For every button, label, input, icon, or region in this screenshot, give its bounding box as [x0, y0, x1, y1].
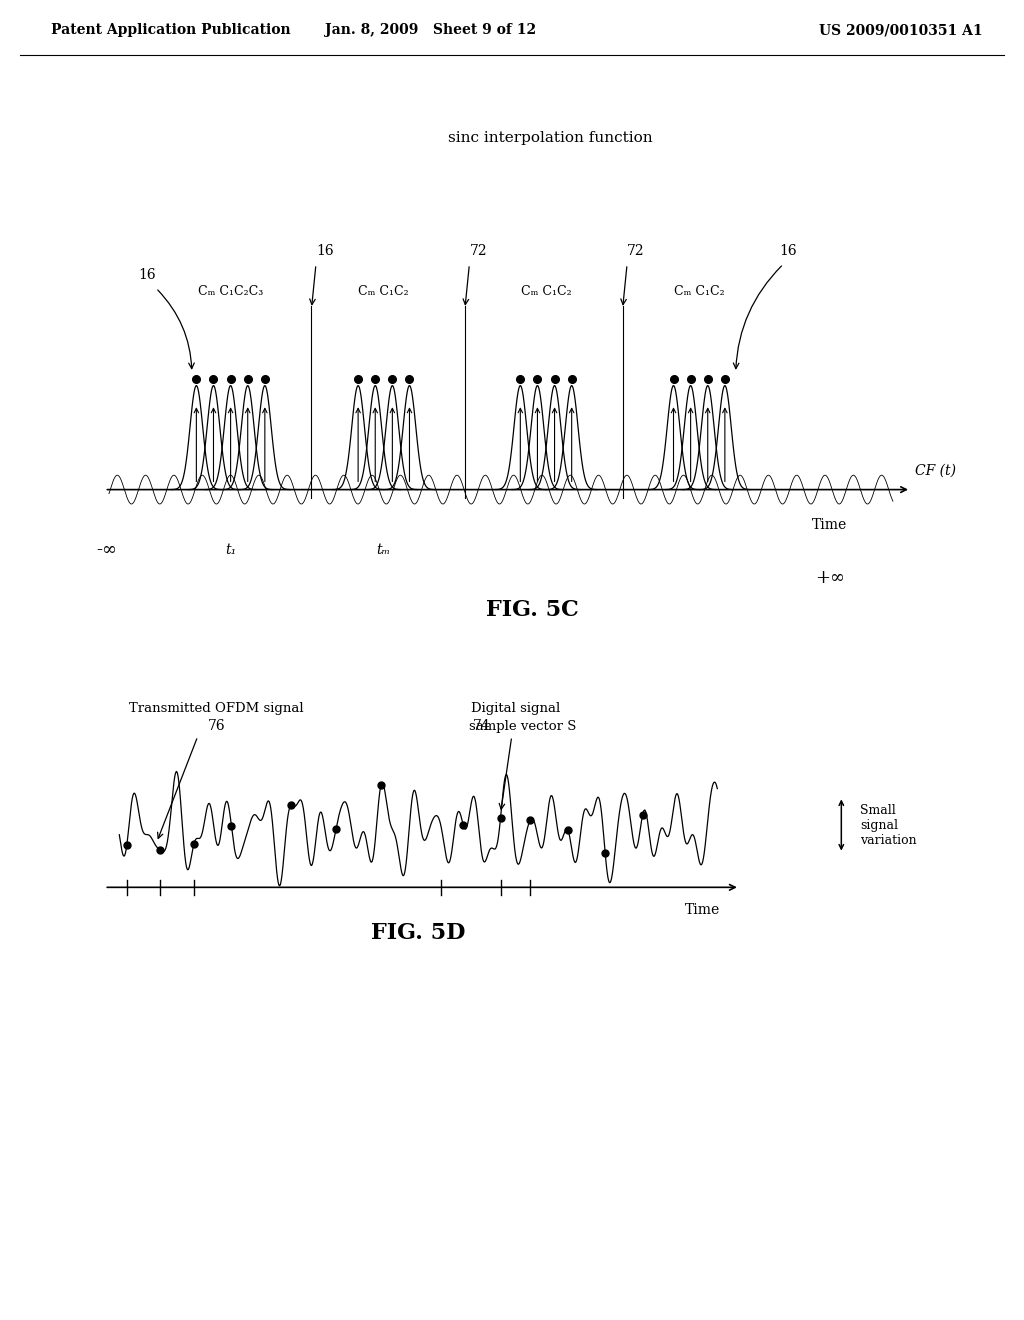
Text: +∞: +∞	[815, 569, 845, 586]
Text: Cₘ C₁C₂: Cₘ C₁C₂	[358, 285, 410, 297]
Text: tₘ: tₘ	[377, 544, 391, 557]
Text: Digital signal: Digital signal	[471, 702, 560, 715]
Text: 16: 16	[138, 268, 156, 281]
Text: Time: Time	[685, 903, 720, 917]
Text: Time: Time	[812, 517, 848, 532]
Text: FIG. 5C: FIG. 5C	[486, 598, 579, 620]
Text: 74: 74	[473, 719, 490, 733]
Text: Cₘ C₁C₂: Cₘ C₁C₂	[674, 285, 725, 297]
Text: FIG. 5D: FIG. 5D	[371, 923, 466, 944]
Text: t₁: t₁	[225, 544, 237, 557]
Text: US 2009/0010351 A1: US 2009/0010351 A1	[819, 24, 983, 37]
Text: sinc interpolation function: sinc interpolation function	[449, 131, 653, 145]
Text: 16: 16	[316, 244, 334, 257]
Text: Jan. 8, 2009   Sheet 9 of 12: Jan. 8, 2009 Sheet 9 of 12	[325, 24, 536, 37]
Text: 72: 72	[469, 244, 487, 257]
Text: Small
signal
variation: Small signal variation	[860, 804, 916, 846]
Text: 16: 16	[779, 244, 797, 257]
Text: sample vector S: sample vector S	[469, 721, 577, 733]
Text: Transmitted OFDM signal: Transmitted OFDM signal	[129, 702, 304, 715]
Text: CF (t): CF (t)	[915, 463, 956, 478]
Text: Cₘ C₁C₂: Cₘ C₁C₂	[520, 285, 571, 297]
Text: -∞: -∞	[96, 541, 118, 560]
Text: 72: 72	[627, 244, 645, 257]
Text: 76: 76	[208, 719, 225, 733]
Text: Patent Application Publication: Patent Application Publication	[51, 24, 291, 37]
Text: Cₘ C₁C₂C₃: Cₘ C₁C₂C₃	[198, 285, 263, 297]
